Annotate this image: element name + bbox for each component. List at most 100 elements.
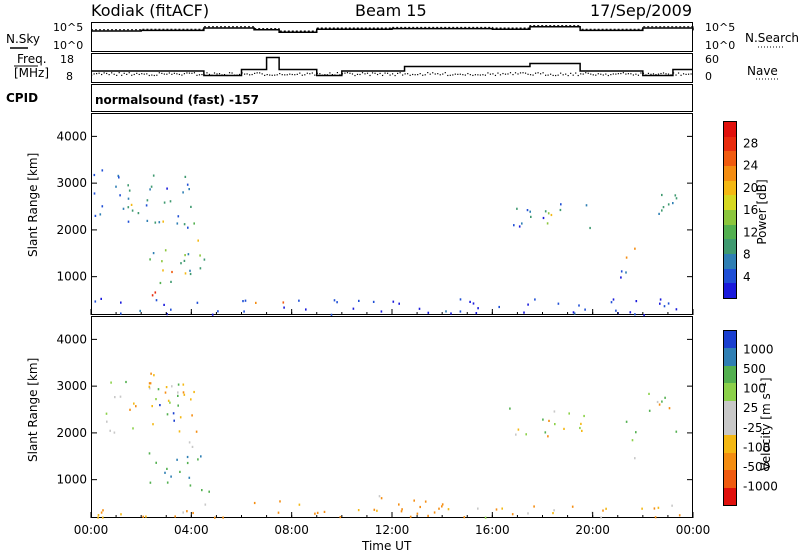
- power-cell: [542, 216, 545, 220]
- velocity-cell: [178, 430, 181, 433]
- nave-dot: [479, 74, 481, 76]
- nave-dot: [339, 74, 341, 76]
- nave-dot: [557, 74, 559, 76]
- power-cell: [282, 301, 285, 304]
- velocity-cell: [114, 396, 116, 399]
- nave-dot: [652, 73, 655, 75]
- nave-dot: [637, 74, 640, 76]
- nave-dot: [226, 74, 228, 77]
- nave-dot: [412, 73, 414, 76]
- nave-dot: [640, 72, 642, 74]
- velocity-colorbar-swatch: [724, 417, 736, 436]
- nave-dot: [173, 72, 175, 74]
- power-cell: [659, 302, 661, 305]
- nave-dot: [449, 74, 451, 76]
- velocity-colorbar-swatch: [724, 452, 736, 471]
- nave-dot: [555, 74, 557, 77]
- velocity-cell: [517, 428, 520, 431]
- noise-tick-top-right: 10^5: [705, 21, 736, 34]
- ytick-label: 2000: [56, 223, 87, 237]
- velocity-cell: [186, 455, 189, 459]
- power-cell: [529, 210, 531, 213]
- ytick-label: 2000: [56, 426, 87, 440]
- nave-dot: [590, 73, 592, 75]
- power-cell: [498, 305, 500, 309]
- power-cell: [154, 221, 157, 224]
- power-cell: [93, 173, 96, 177]
- ytick-label: 1000: [56, 473, 87, 487]
- nave-dot: [407, 73, 409, 75]
- nave-dot: [254, 72, 256, 74]
- nave-dot: [402, 74, 404, 76]
- nave-dot: [223, 73, 226, 76]
- velocity-cell: [142, 515, 144, 518]
- nave-dot: [274, 74, 276, 76]
- nave-dot: [143, 73, 145, 75]
- velocity-colorbar-tick: -25: [743, 421, 763, 435]
- nave-dot: [532, 74, 534, 76]
- nave-dot: [477, 74, 479, 76]
- nave-dot: [524, 72, 527, 74]
- power-cell: [166, 187, 168, 190]
- xtick-label: 20:00: [575, 523, 610, 537]
- beam-title: Beam 15: [355, 1, 427, 20]
- velocity-colorbar-tick: 100: [743, 382, 766, 396]
- velocity-cell: [625, 420, 628, 423]
- velocity-cell: [148, 387, 151, 390]
- power-cell: [152, 252, 155, 255]
- power-cell: [459, 298, 462, 301]
- nave-dot: [504, 73, 507, 75]
- velocity-cell: [419, 505, 421, 509]
- velocity-cell: [544, 431, 547, 434]
- nave-dot: [432, 72, 434, 74]
- velocity-cell: [105, 412, 108, 415]
- power-cell: [170, 308, 172, 311]
- power-cell: [573, 312, 576, 315]
- velocity-colorbar-tick: -1000: [743, 479, 778, 493]
- nave-dot: [233, 74, 236, 76]
- nave-dot: [605, 73, 607, 75]
- velocity-cell: [186, 461, 189, 465]
- nave-dot: [394, 74, 396, 77]
- nave-dot: [336, 72, 339, 74]
- freq-tick-bottom: 8: [66, 70, 73, 83]
- power-cell: [131, 209, 134, 212]
- power-cell: [589, 226, 591, 230]
- nave-dot: [690, 73, 692, 75]
- velocity-cell: [553, 410, 556, 413]
- power-cell: [298, 299, 300, 302]
- nave-dot: [647, 72, 650, 74]
- nave-dot: [660, 72, 662, 75]
- velocity-cell: [656, 400, 659, 404]
- nave-dot: [334, 74, 336, 76]
- power-cell: [578, 304, 580, 307]
- ytick-label: 4000: [56, 129, 87, 143]
- power-cell: [398, 302, 400, 305]
- nave-dot: [670, 74, 672, 76]
- nave-dot: [198, 74, 201, 76]
- power-cell: [146, 219, 149, 222]
- nave-dot: [386, 72, 389, 74]
- velocity-cell: [191, 414, 193, 417]
- velocity-cell: [553, 509, 555, 512]
- power-colorbar-tick: 12: [743, 225, 758, 239]
- nave-dot: [249, 74, 251, 76]
- nave-dot: [379, 72, 381, 75]
- velocity-cell: [580, 422, 582, 425]
- velocity-cell: [400, 510, 403, 513]
- nave-dot: [111, 72, 113, 74]
- power-cell: [149, 258, 151, 261]
- velocity-cell: [197, 458, 199, 461]
- power-cell: [183, 223, 186, 226]
- power-cell: [544, 210, 547, 213]
- power-colorbar-tick: 4: [743, 270, 751, 284]
- velocity-colorbar-swatch: [724, 331, 736, 349]
- nave-dot: [529, 74, 532, 76]
- velocity-cell: [547, 435, 549, 438]
- velocity-cell: [171, 385, 173, 388]
- power-cell: [560, 203, 562, 206]
- power-cell: [418, 307, 421, 310]
- nave-dot: [244, 73, 246, 75]
- velocity-cell: [159, 404, 161, 407]
- power-colorbar-swatch: [724, 122, 736, 137]
